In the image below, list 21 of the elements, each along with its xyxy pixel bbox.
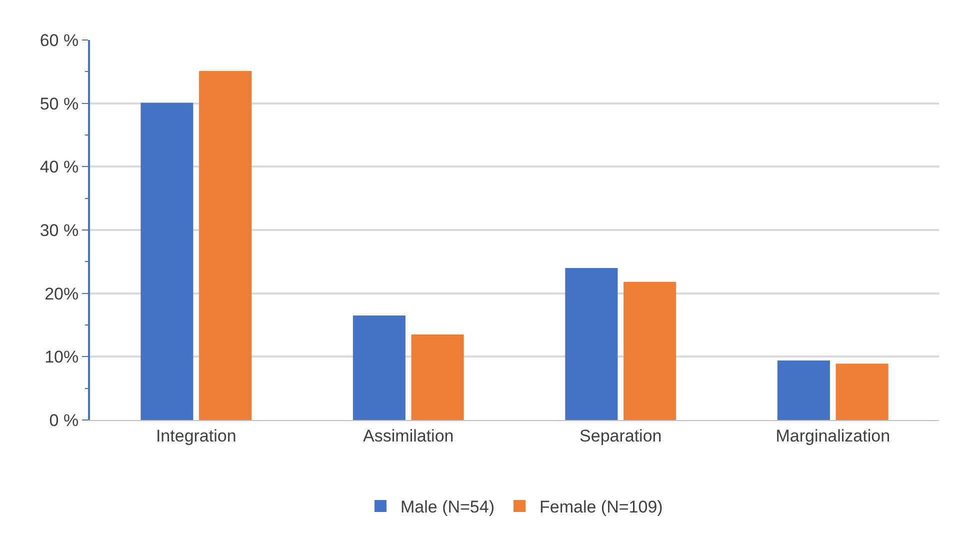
y-tick-label: 20%	[44, 284, 79, 304]
legend-label: Male (N=54)	[400, 498, 495, 517]
bar	[199, 71, 252, 420]
bar	[777, 360, 830, 420]
bar	[565, 268, 618, 420]
y-tick-label: 60 %	[40, 30, 79, 50]
legend-label: Female (N=109)	[540, 498, 663, 517]
bar	[140, 102, 194, 420]
x-tick-label: Separation	[580, 426, 662, 446]
y-tick-label: 40 %	[40, 158, 79, 177]
bar	[624, 282, 676, 420]
bar	[836, 364, 888, 420]
y-tick-label: 50 %	[40, 94, 79, 114]
x-tick-label: Marginalization	[776, 426, 890, 446]
x-tick-label: Integration	[156, 426, 236, 446]
bar	[411, 334, 464, 420]
x-tick-label: Assimilation	[363, 426, 454, 446]
y-tick-label: 0 %	[49, 410, 79, 430]
bar	[352, 316, 406, 420]
y-tick-label: 10%	[44, 348, 79, 367]
y-tick-label: 30 %	[40, 220, 79, 240]
